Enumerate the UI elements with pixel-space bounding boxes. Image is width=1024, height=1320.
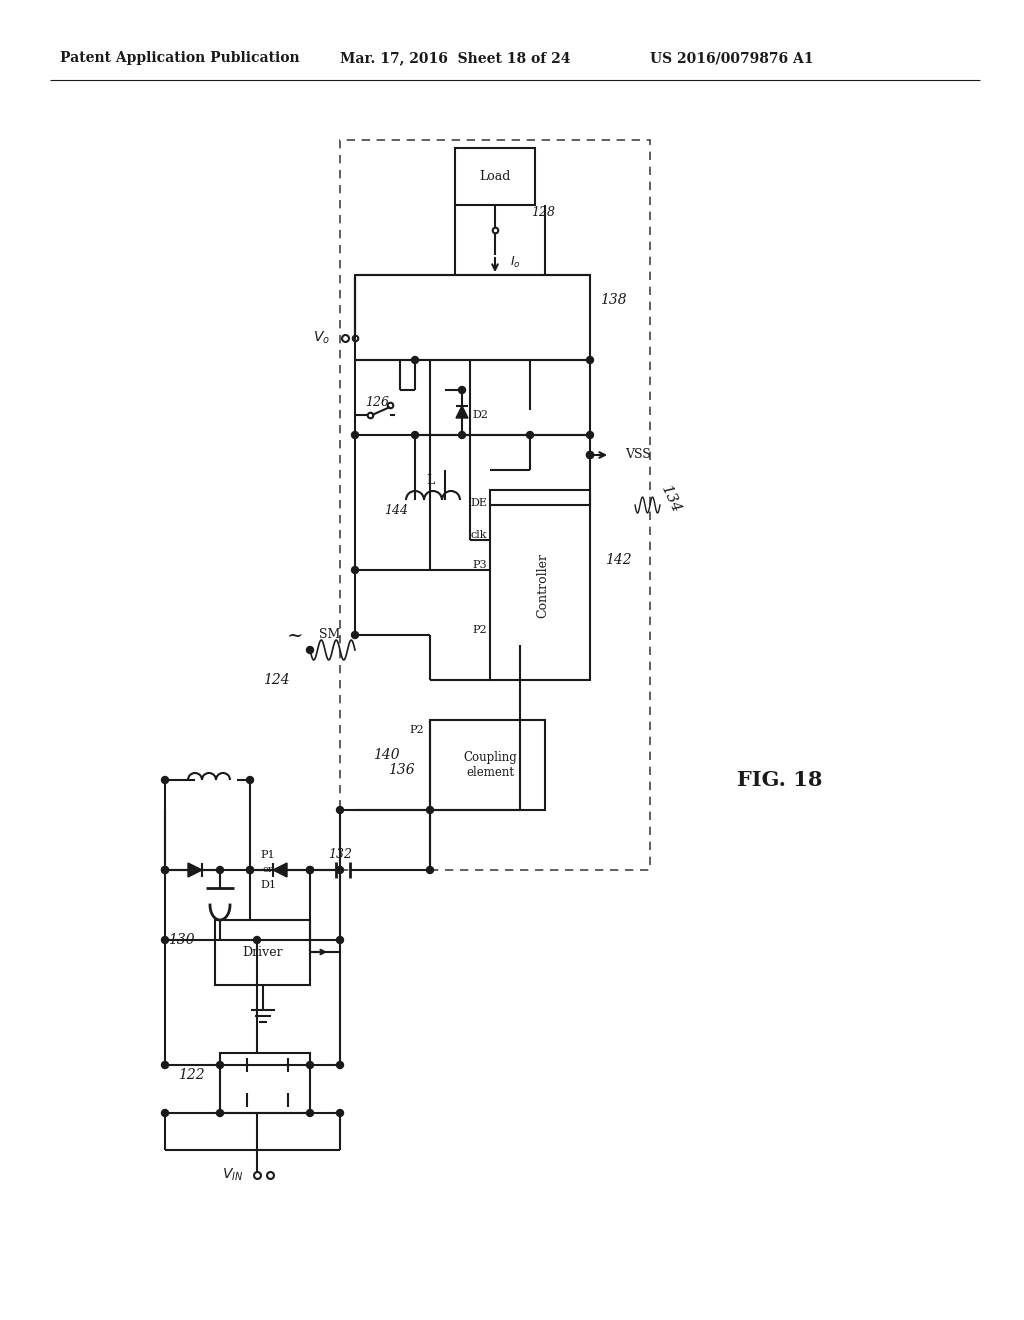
- Text: clk: clk: [470, 531, 487, 540]
- Text: 142: 142: [605, 553, 632, 568]
- Polygon shape: [188, 863, 202, 876]
- Text: P2: P2: [410, 725, 424, 735]
- Text: 126: 126: [365, 396, 389, 409]
- Text: D2: D2: [472, 411, 488, 420]
- Text: Patent Application Publication: Patent Application Publication: [60, 51, 300, 65]
- Circle shape: [412, 356, 419, 363]
- Circle shape: [587, 356, 594, 363]
- Circle shape: [162, 1110, 169, 1117]
- Polygon shape: [288, 1059, 302, 1072]
- Circle shape: [162, 1061, 169, 1068]
- Circle shape: [247, 866, 254, 874]
- Circle shape: [306, 866, 313, 874]
- Text: 134: 134: [658, 484, 683, 516]
- Circle shape: [351, 566, 358, 573]
- Circle shape: [587, 432, 594, 438]
- Bar: [455, 148, 535, 205]
- Circle shape: [162, 866, 169, 874]
- Circle shape: [216, 1061, 223, 1068]
- Text: P1: P1: [261, 850, 275, 861]
- Text: FIG. 18: FIG. 18: [737, 770, 822, 789]
- Circle shape: [427, 807, 433, 813]
- Circle shape: [162, 776, 169, 784]
- Text: 124: 124: [263, 673, 290, 686]
- Text: Load: Load: [479, 169, 511, 182]
- Text: VSS: VSS: [625, 449, 650, 462]
- Polygon shape: [233, 1059, 247, 1072]
- Bar: [340, 140, 650, 870]
- Circle shape: [306, 1110, 313, 1117]
- Circle shape: [162, 936, 169, 944]
- Circle shape: [587, 451, 594, 458]
- Circle shape: [247, 776, 254, 784]
- Circle shape: [337, 1110, 343, 1117]
- Bar: [355, 275, 590, 360]
- Text: 130: 130: [168, 933, 195, 946]
- Circle shape: [337, 866, 343, 874]
- Circle shape: [427, 866, 433, 874]
- Polygon shape: [273, 863, 287, 876]
- Text: $I_o$: $I_o$: [510, 255, 520, 269]
- Text: 122: 122: [178, 1068, 205, 1082]
- Circle shape: [412, 432, 419, 438]
- Circle shape: [459, 387, 466, 393]
- Text: 132: 132: [328, 849, 352, 862]
- Circle shape: [216, 1110, 223, 1117]
- Text: 140: 140: [374, 748, 400, 762]
- Text: 138: 138: [600, 293, 627, 308]
- Text: P2: P2: [472, 624, 487, 635]
- Circle shape: [587, 451, 594, 458]
- Bar: [215, 920, 310, 985]
- Text: P3: P3: [472, 560, 487, 570]
- Text: Controller: Controller: [537, 553, 550, 618]
- Bar: [430, 719, 545, 810]
- Circle shape: [306, 1061, 313, 1068]
- Circle shape: [337, 807, 343, 813]
- Text: Driver: Driver: [243, 945, 284, 958]
- Text: 128: 128: [531, 206, 555, 219]
- Text: ~: ~: [287, 627, 303, 645]
- Circle shape: [337, 1061, 343, 1068]
- Text: $V_o$: $V_o$: [313, 330, 330, 346]
- Circle shape: [459, 432, 466, 438]
- Polygon shape: [233, 1093, 247, 1107]
- Bar: [220, 1053, 310, 1113]
- Circle shape: [216, 866, 223, 874]
- Text: or: or: [263, 866, 273, 874]
- Circle shape: [306, 866, 313, 874]
- Circle shape: [351, 432, 358, 438]
- Text: US 2016/0079876 A1: US 2016/0079876 A1: [650, 51, 813, 65]
- Polygon shape: [456, 407, 468, 418]
- Text: Mar. 17, 2016  Sheet 18 of 24: Mar. 17, 2016 Sheet 18 of 24: [340, 51, 570, 65]
- Circle shape: [254, 936, 260, 944]
- Text: 136: 136: [388, 763, 415, 777]
- Text: SM: SM: [318, 628, 340, 642]
- Text: $V_{IN}$: $V_{IN}$: [221, 1167, 243, 1183]
- Circle shape: [351, 631, 358, 639]
- Bar: [490, 490, 590, 680]
- Circle shape: [162, 866, 169, 874]
- Text: Coupling
element: Coupling element: [463, 751, 517, 779]
- Circle shape: [526, 432, 534, 438]
- Circle shape: [306, 647, 313, 653]
- Text: L: L: [426, 474, 434, 487]
- Circle shape: [337, 936, 343, 944]
- Text: 144: 144: [384, 503, 408, 516]
- Text: D1: D1: [260, 880, 276, 890]
- Polygon shape: [288, 1093, 302, 1107]
- Circle shape: [247, 866, 254, 874]
- Text: DE: DE: [470, 498, 487, 508]
